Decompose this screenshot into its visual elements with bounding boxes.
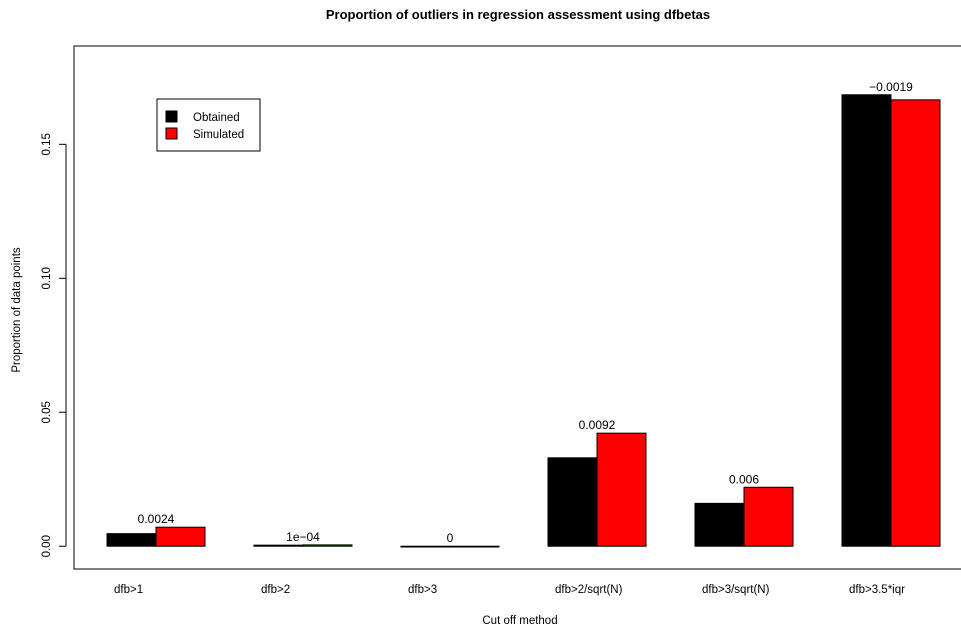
bar-simulated [449, 545, 500, 548]
plot-frame [73, 45, 961, 570]
bar-data-label: 0 [447, 531, 454, 545]
x-axis-label: Cut off method [482, 615, 557, 625]
y-tick-label: 0.05 [41, 401, 53, 423]
bar-obtained [547, 457, 598, 547]
bar-simulated [302, 544, 353, 547]
bar-obtained [400, 545, 451, 548]
bar-obtained [841, 94, 892, 547]
legend-swatch-simulated [165, 127, 178, 140]
bar-obtained [253, 544, 304, 547]
x-category-label: dfb>3/sqrt(N) [702, 584, 770, 596]
bar-simulated [155, 526, 206, 547]
x-category-label: dfb>1 [114, 584, 143, 596]
y-axis: 0.00 0.05 0.10 0.15 [41, 133, 67, 557]
y-axis-label: Proportion of data points [11, 247, 23, 373]
legend-label-obtained: Obtained [193, 112, 240, 124]
bar-simulated [743, 486, 794, 547]
bar-data-label: 0.006 [729, 472, 759, 486]
x-category-label: dfb>3.5*iqr [849, 584, 905, 596]
bar-data-label: 0.0024 [138, 512, 175, 526]
legend: Obtained Simulated [156, 98, 261, 152]
legend-swatch-obtained [165, 110, 178, 123]
legend-box [156, 98, 261, 152]
y-tick-label: 0.10 [41, 267, 53, 289]
legend-label-simulated: Simulated [193, 129, 244, 141]
y-tick-label: 0.15 [41, 133, 53, 155]
x-category-label: dfb>2 [261, 584, 290, 596]
bar-simulated [890, 99, 941, 547]
y-tick-label: 0.00 [41, 535, 53, 557]
category-labels: dfb>1 dfb>2 dfb>3 dfb>2/sqrt(N) dfb>3/sqrt(N… [114, 584, 905, 596]
bar-simulated [596, 432, 647, 547]
bar-obtained [694, 502, 745, 547]
data-labels: 0.0024 1e−04 0 0.0092 0.006 −0.0019 [138, 80, 914, 545]
bars-group [106, 94, 941, 548]
x-category-label: dfb>2/sqrt(N) [555, 584, 623, 596]
bar-data-label: 0.0092 [579, 418, 616, 432]
bar-data-label: −0.0019 [869, 80, 913, 94]
chart-title: Proportion of outliers in regression ass… [326, 7, 710, 22]
bar-data-label: 1e−04 [286, 530, 320, 544]
bar-obtained [106, 533, 157, 547]
x-category-label: dfb>3 [408, 584, 437, 596]
